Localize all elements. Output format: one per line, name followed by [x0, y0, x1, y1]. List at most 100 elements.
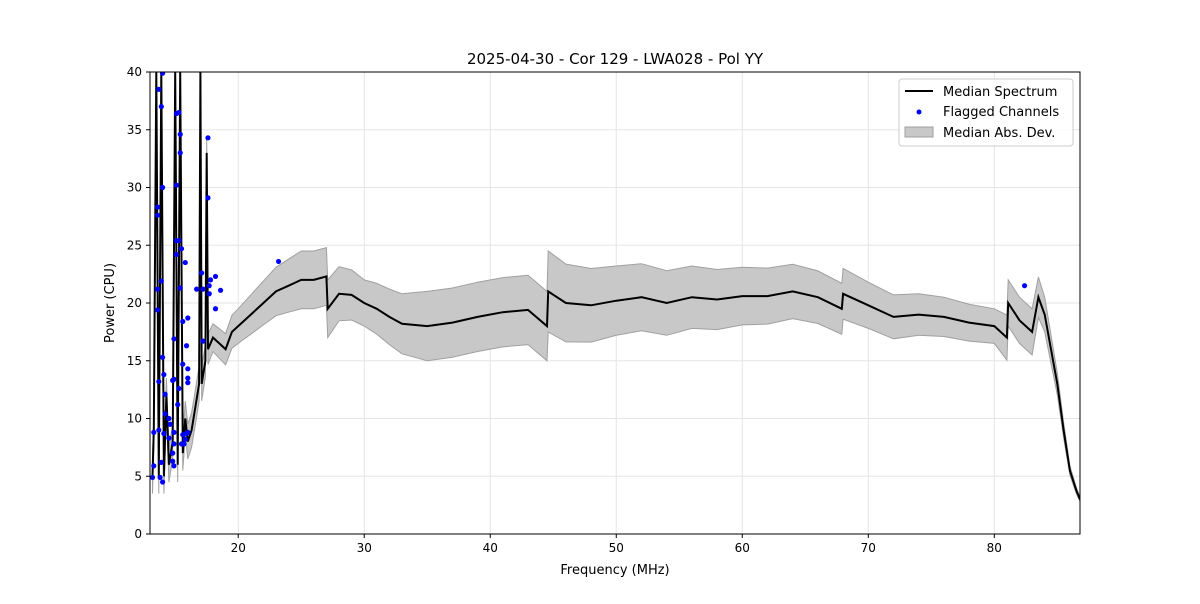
flagged-channel-point: [151, 463, 157, 469]
flagged-channel-point: [217, 287, 224, 293]
x-tick-label: 30: [357, 541, 372, 555]
y-tick-label: 20: [127, 296, 142, 310]
flagged-channel-point: [156, 86, 162, 92]
flagged-channel-point: [154, 307, 161, 313]
flagged-channel-point: [176, 385, 182, 392]
flagged-channel-point: [166, 415, 172, 422]
flagged-channel-point: [157, 474, 163, 481]
flagged-channel-point: [154, 204, 161, 210]
flagged-channel-point: [200, 338, 206, 344]
x-tick-label: 60: [735, 541, 750, 555]
legend-median-label: Median Spectrum: [943, 85, 1057, 100]
flagged-channel-point: [154, 212, 161, 218]
x-axis-label: Frequency (MHz): [560, 563, 669, 578]
flagged-channel-point: [207, 277, 214, 283]
flagged-channel-point: [156, 378, 162, 385]
flagged-channel-point: [185, 380, 191, 386]
x-tick-label: 50: [609, 541, 624, 555]
flagged-channel-point: [158, 459, 164, 465]
flagged-channels: [150, 72, 1028, 485]
flagged-channel-point: [160, 184, 166, 191]
flagged-channel-point: [158, 104, 164, 110]
flagged-channel-point: [206, 283, 212, 289]
flagged-channel-point: [212, 306, 219, 312]
flagged-channel-point: [158, 278, 164, 284]
y-tick-label: 10: [127, 412, 142, 426]
flagged-channel-point: [160, 354, 166, 360]
flagged-channel-point: [205, 135, 211, 141]
flagged-channel-point: [175, 402, 181, 408]
legend-mad-swatch: [904, 126, 934, 138]
legend: Median Spectrum Flagged Channels Median …: [898, 78, 1074, 147]
y-tick-label: 25: [127, 238, 142, 252]
flagged-channel-point: [194, 286, 200, 292]
flagged-channel-point: [173, 182, 180, 188]
flagged-channel-point: [1021, 283, 1028, 289]
flagged-channel-point: [162, 411, 168, 417]
flagged-channel-point: [199, 270, 205, 276]
flagged-channel-point: [178, 246, 185, 252]
flagged-channel-point: [161, 372, 167, 378]
flagged-channel-point: [160, 72, 166, 76]
y-tick-label: 30: [127, 181, 142, 195]
flagged-channel-point: [183, 343, 190, 349]
y-axis-label: Power (CPU): [103, 263, 118, 343]
flagged-channel-point: [185, 429, 191, 435]
flagged-channel-point: [151, 429, 157, 435]
flagged-channel-point: [177, 131, 183, 137]
flagged-channel-point: [166, 435, 172, 441]
flagged-channel-point: [205, 195, 211, 201]
flagged-channel-point: [161, 430, 167, 437]
flagged-channel-point: [173, 251, 180, 258]
y-tick-label: 40: [127, 65, 142, 79]
x-tick-label: 70: [861, 541, 876, 555]
flagged-channel-point: [171, 429, 177, 435]
y-tick-label: 5: [134, 469, 142, 483]
flagged-channel-point: [182, 436, 188, 442]
flagged-channel-point: [185, 315, 191, 321]
y-tick-label: 0: [134, 527, 142, 541]
y-tick-label: 15: [127, 354, 142, 368]
median-spectrum-line: [151, 72, 1080, 500]
flagged-channel-point: [182, 259, 188, 266]
flagged-channel-point: [200, 286, 206, 292]
flagged-channel-point: [162, 391, 168, 397]
flagged-channel-point: [180, 361, 186, 367]
flagged-channel-point: [167, 421, 173, 427]
flagged-channel-point: [212, 273, 219, 280]
chart-title: 2025-04-30 - Cor 129 - LWA028 - Pol YY: [467, 50, 764, 68]
legend-flagged-swatch: [916, 109, 922, 115]
flagged-channel-point: [275, 258, 282, 265]
flagged-channel-point: [170, 450, 176, 456]
axis-ticks: 20 30 40 50 60 70 80 0 5 10 15 20 25 30 35 40: [127, 65, 1002, 555]
flagged-channel-point: [177, 150, 183, 156]
median-abs-dev-band: [152, 72, 1080, 502]
x-tick-label: 20: [231, 541, 246, 555]
flagged-channel-point: [171, 376, 177, 382]
flagged-channel-point: [181, 441, 187, 447]
flagged-channel-point: [160, 479, 166, 485]
legend-flagged-label: Flagged Channels: [943, 105, 1059, 120]
x-tick-label: 40: [483, 541, 498, 555]
y-tick-label: 35: [127, 123, 142, 137]
flagged-channel-point: [185, 366, 191, 372]
flagged-channel-point: [180, 432, 186, 438]
flagged-channel-point: [171, 441, 177, 447]
flagged-channel-point: [176, 109, 182, 116]
flagged-channel-point: [154, 286, 161, 292]
flagged-channel-point: [156, 427, 162, 433]
flagged-channel-point: [150, 474, 156, 481]
flagged-channel-point: [170, 458, 176, 464]
legend-box: [898, 78, 1074, 147]
flagged-channel-point: [206, 291, 212, 297]
flagged-channel-point: [176, 238, 182, 244]
flagged-channel-point: [177, 285, 183, 291]
x-tick-label: 80: [987, 541, 1002, 555]
flagged-channel-point: [171, 463, 177, 469]
flagged-channel-point: [180, 318, 186, 325]
flagged-channel-point: [185, 375, 191, 381]
flagged-channel-point: [171, 336, 177, 342]
legend-mad-label: Median Abs. Dev.: [943, 126, 1055, 141]
